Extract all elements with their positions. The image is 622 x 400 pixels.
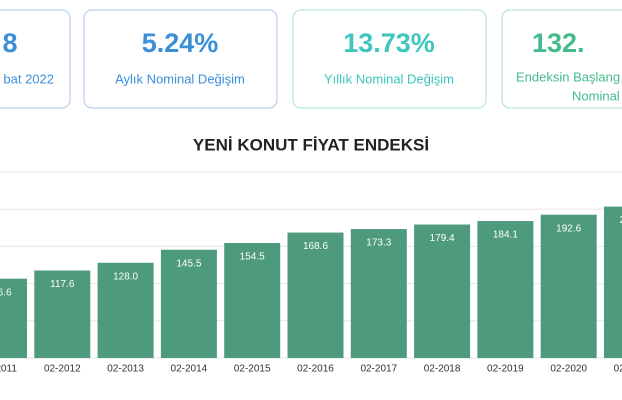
value-label: 106.6: [0, 287, 12, 298]
bar: [414, 224, 471, 358]
x-tick-label: 02-2012: [44, 364, 81, 375]
x-tick-label: 02-2020: [550, 364, 587, 375]
value-label: 192.6: [556, 223, 581, 234]
x-tick-label: 02-2014: [171, 364, 208, 375]
value-label: 168.6: [303, 241, 328, 252]
value-label: 145.5: [176, 258, 201, 269]
card-frame: [0, 9, 71, 109]
value-label: 184.1: [493, 230, 518, 241]
card: 8 bat 2022: [0, 9, 71, 109]
x-tick-label: 02-2017: [360, 364, 397, 375]
x-tick-label: 02-2018: [424, 364, 461, 375]
card-label: Yıllık Nominal Değişim: [324, 71, 454, 86]
value-label: 154.5: [240, 252, 265, 263]
x-tick-label: 02-2011: [0, 364, 17, 375]
x-tick-label: 02-2016: [297, 364, 334, 375]
bar: [160, 249, 217, 358]
card-label: Nominal: [572, 88, 620, 103]
bar: [540, 214, 597, 358]
card-label: bat 2022: [3, 71, 54, 86]
card-value: 8: [2, 28, 17, 58]
card-frame: [292, 9, 487, 109]
x-tick-label: 02-2021: [614, 364, 622, 375]
card-value: 132.: [532, 28, 585, 58]
card-label: Aylık Nominal Değişim: [115, 71, 245, 86]
bar: [97, 262, 154, 358]
chart-title: YENİ KONUT FİYAT ENDEKSİ: [193, 135, 429, 154]
bar: [0, 278, 27, 358]
value-label: 173.3: [366, 238, 391, 249]
bar: [287, 232, 344, 358]
card-frame: [83, 9, 278, 109]
value-label: 203.5: [619, 215, 622, 226]
bar: [34, 270, 91, 358]
value-label: 128.0: [113, 271, 138, 282]
x-tick-label: 02-2019: [487, 364, 524, 375]
bar: [604, 206, 622, 358]
value-label: 117.6: [50, 279, 75, 290]
value-label: 179.4: [430, 233, 455, 244]
card: 5.24% Aylık Nominal Değişim: [83, 9, 278, 109]
card-label: Endeksin Başlang: [516, 69, 620, 84]
card-value: 5.24%: [142, 28, 219, 58]
card-value: 13.73%: [343, 28, 435, 58]
bar: [350, 229, 407, 358]
card-frame: [501, 9, 622, 109]
x-tick-label: 02-2013: [107, 364, 144, 375]
card: 132. Endeksin Başlang Nominal: [501, 9, 622, 109]
x-tick-label: 02-2015: [234, 364, 271, 375]
card: 13.73% Yıllık Nominal Değişim: [292, 9, 487, 109]
bar: [224, 243, 281, 358]
bar: [477, 221, 534, 358]
